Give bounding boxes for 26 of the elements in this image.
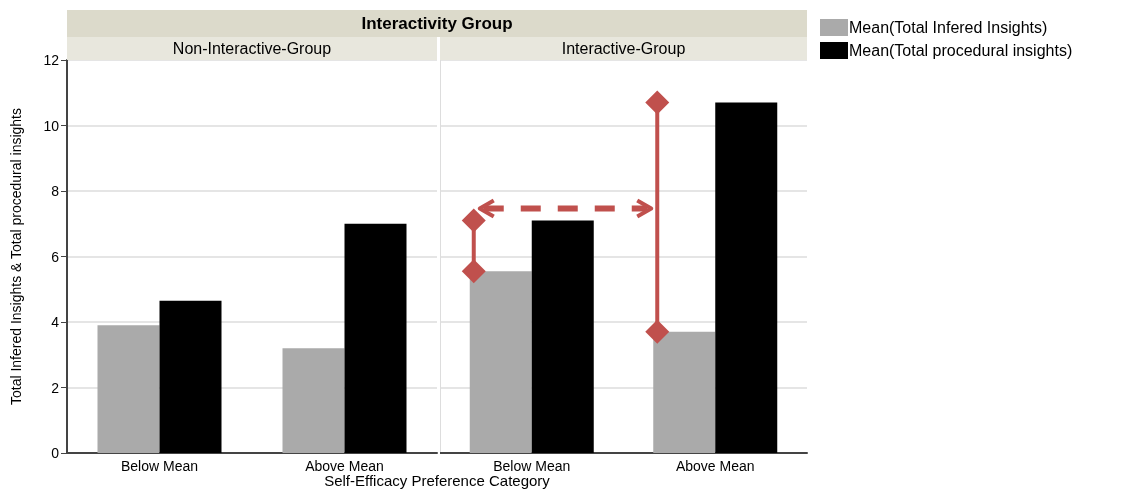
text: Interactivity Group [67,10,807,37]
bar [653,331,716,453]
y-tick-label: 2 [51,379,60,396]
y-tick-label: 12 [43,52,60,68]
y-tick-label: 10 [43,117,60,134]
legend-label: Mean(Total procedural insights) [849,42,1073,59]
y-axis-title: Total Infered Insights & Total procedural insights [8,107,24,406]
x-axis-title: Self-Efficacy Preference Category [324,472,550,489]
y-tick-label: 8 [51,183,60,199]
y-tick-label: 4 [51,314,60,330]
bar [97,325,160,453]
x-tick-label: Below Mean [493,458,571,474]
x-tick-label: Below Mean [120,458,199,474]
bar [531,220,594,453]
bar [469,271,532,453]
y-tick-label: 6 [51,248,60,265]
x-tick-label: Above Mean [305,458,384,474]
bar [282,348,345,453]
chart-title: Non-Interactive-Group [67,37,437,60]
bar [715,102,778,453]
x-tick-label: Above Mean [675,458,755,474]
bar [344,223,407,453]
legend-label: Mean(Total Infered Insights) [849,19,1048,36]
chart-title: Interactive-Group [440,37,807,60]
y-tick-label: 0 [51,445,60,461]
bar [159,300,222,453]
